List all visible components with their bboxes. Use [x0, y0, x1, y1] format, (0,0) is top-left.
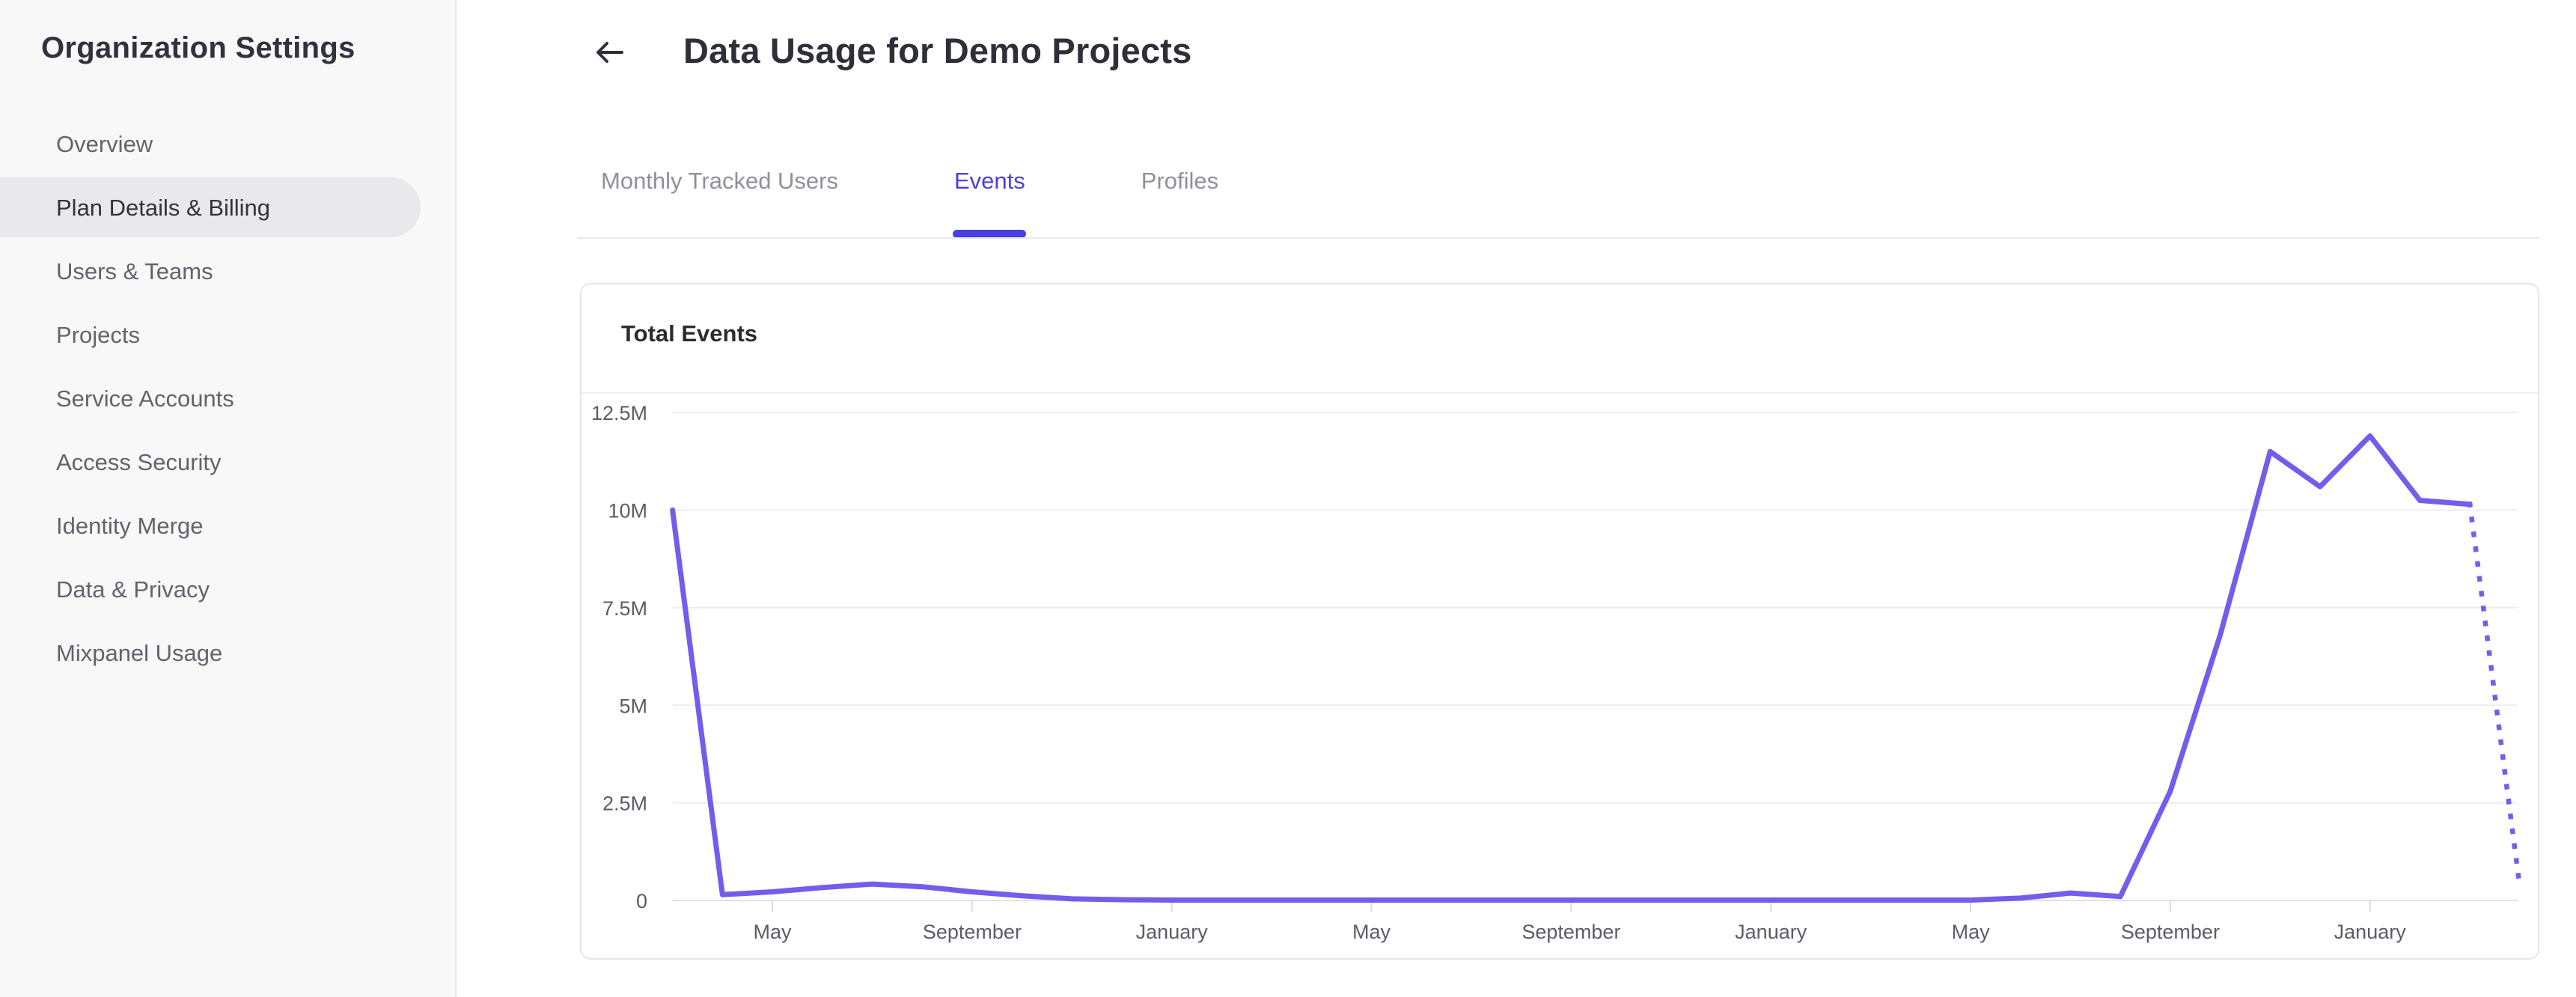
sidebar-item-label: Data & Privacy — [56, 576, 210, 603]
y-axis-label: 7.5M — [602, 597, 647, 620]
tab-bar-divider — [578, 237, 2539, 239]
sidebar-item-mixpanel-usage[interactable]: Mixpanel Usage — [0, 621, 454, 685]
sidebar-item-label: Users & Teams — [56, 257, 213, 284]
tab-bar: Monthly Tracked Users Events Profiles — [601, 168, 1218, 238]
sidebar-item-label: Overview — [56, 130, 153, 157]
total-events-chart: 0 2.5M 5M 7.5M 10M 12.5M May September January Ma… — [591, 402, 2523, 943]
sidebar-item-label: Plan Details & Billing — [56, 194, 271, 221]
sidebar-title: Organization Settings — [41, 31, 355, 64]
sidebar-item-projects[interactable]: Projects — [0, 303, 454, 367]
tab-events[interactable]: Events — [953, 168, 1027, 238]
x-axis-label: May — [1952, 921, 1991, 943]
sidebar-item-users-teams[interactable]: Users & Teams — [0, 240, 454, 303]
x-axis-label: January — [1735, 921, 1807, 943]
active-tab-indicator — [953, 230, 1027, 238]
sidebar-nav: Overview Plan Details & Billing Users & Te… — [0, 112, 454, 685]
tab-label: Monthly Tracked Users — [601, 168, 838, 194]
sidebar-item-identity-merge[interactable]: Identity Merge — [0, 494, 454, 558]
x-axis-label: May — [1352, 921, 1391, 943]
y-axis-label: 0 — [636, 890, 647, 912]
total-events-line — [670, 433, 2473, 903]
x-axis-label: September — [2121, 921, 2220, 943]
sidebar-item-data-privacy[interactable]: Data & Privacy — [0, 558, 454, 621]
y-axis-label: 10M — [608, 500, 647, 522]
sidebar-item-plan-details-billing[interactable]: Plan Details & Billing — [0, 176, 454, 240]
card-title: Total Events — [621, 320, 758, 347]
x-axis-label: January — [2334, 921, 2407, 943]
y-axis-label: 12.5M — [591, 402, 647, 424]
active-item-highlight — [0, 177, 421, 237]
tab-label: Profiles — [1141, 168, 1219, 194]
sidebar-item-label: Service Accounts — [56, 385, 234, 412]
x-axis-label: September — [923, 921, 1022, 943]
y-axis-label: 5M — [619, 695, 647, 717]
x-axis-label: September — [1522, 921, 1620, 943]
projection-dotted-line — [2467, 501, 2523, 890]
y-axis-label: 2.5M — [602, 793, 647, 815]
sidebar-item-label: Mixpanel Usage — [56, 639, 223, 666]
back-button[interactable] — [588, 31, 630, 73]
card-divider — [582, 392, 2538, 394]
sidebar-item-service-accounts[interactable]: Service Accounts — [0, 367, 454, 430]
x-axis-label: January — [1136, 921, 1209, 943]
sidebar-item-label: Access Security — [56, 448, 222, 475]
tab-label: Events — [954, 168, 1025, 194]
sidebar-item-label: Projects — [56, 321, 140, 348]
tab-monthly-tracked-users[interactable]: Monthly Tracked Users — [601, 168, 838, 238]
sidebar-item-label: Identity Merge — [56, 512, 204, 539]
page-title: Data Usage for Demo Projects — [683, 31, 1192, 70]
x-axis-label: May — [753, 921, 792, 943]
tab-profiles[interactable]: Profiles — [1141, 168, 1218, 238]
sidebar: Organization Settings Overview Plan Detai… — [0, 0, 457, 997]
sidebar-item-access-security[interactable]: Access Security — [0, 430, 454, 494]
sidebar-item-overview[interactable]: Overview — [0, 112, 454, 176]
total-events-card: Total Events 0 2.5M 5M 7.5M 10M 12.5M May Septe… — [580, 283, 2539, 960]
left-arrow-icon — [596, 42, 623, 63]
